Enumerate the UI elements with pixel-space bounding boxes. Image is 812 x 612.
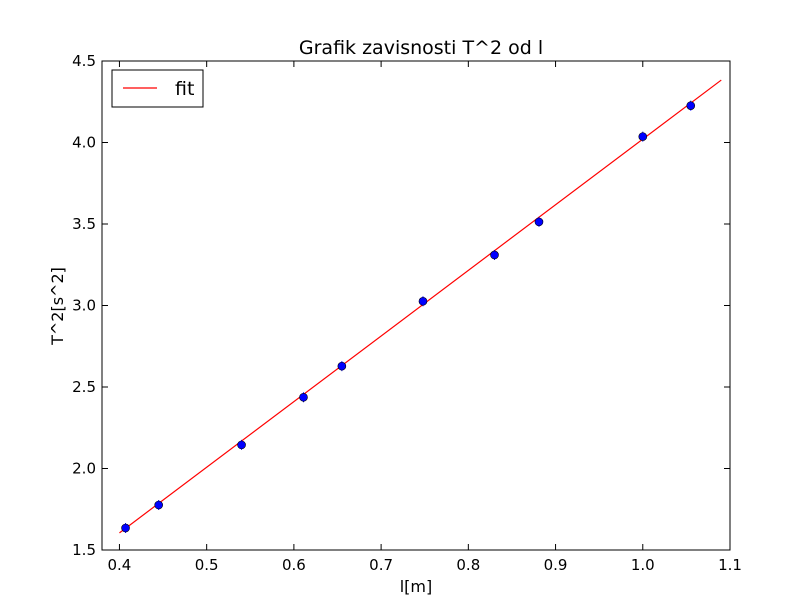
- y-tick-label: 1.5: [72, 541, 96, 559]
- data-point: [638, 132, 648, 141]
- y-tick-label: 3.0: [72, 297, 96, 315]
- data-point: [154, 500, 163, 510]
- data-point: [237, 440, 246, 450]
- data-point: [686, 101, 696, 110]
- x-axis-label: l[m]: [400, 577, 433, 596]
- data-point: [418, 296, 428, 306]
- x-tick-label: 0.8: [456, 556, 480, 574]
- x-tick-label: 0.9: [544, 556, 568, 574]
- data-point: [121, 523, 130, 533]
- x-tick-label: 0.6: [282, 556, 306, 574]
- legend-label-fit: fit: [175, 78, 194, 100]
- data-point: [337, 361, 347, 371]
- plot-layer: [119, 79, 722, 534]
- y-tick-label: 3.5: [72, 215, 96, 233]
- data-point: [490, 250, 499, 260]
- y-tick-label: 2.5: [72, 378, 96, 396]
- fit-line: [119, 79, 722, 534]
- data-point: [534, 217, 544, 227]
- ticks-layer: 0.4 0.5 0.6 0.7 0.8 0.9 1.0 1.1 1.5 2.0 2.5 3.0 3.5 4…: [72, 52, 742, 574]
- x-tick-label: 0.4: [108, 556, 132, 574]
- plot-frame: [101, 60, 731, 551]
- y-tick-label: 2.0: [72, 460, 96, 478]
- x-tick-label: 0.5: [195, 556, 219, 574]
- y-tick-label: 4.5: [72, 52, 96, 70]
- x-tick-label: 0.7: [369, 556, 393, 574]
- data-point: [299, 392, 308, 402]
- y-tick-label: 4.0: [72, 134, 96, 152]
- chart-title: Grafik zavisnosti T^2 od l: [299, 37, 543, 59]
- x-tick-label: 1.0: [631, 556, 655, 574]
- y-axis-label: T^2[s^2]: [48, 267, 67, 346]
- legend: fit: [111, 69, 204, 108]
- x-tick-label: 1.1: [718, 556, 742, 574]
